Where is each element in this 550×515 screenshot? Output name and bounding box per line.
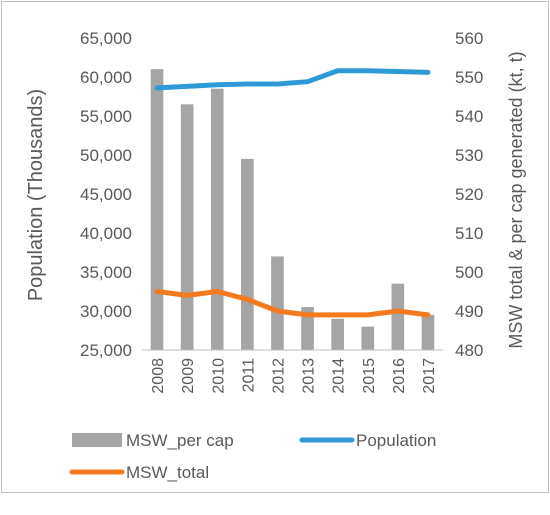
bar-msw-per-cap-2017 bbox=[421, 314, 435, 350]
bar-msw-per-cap-2012 bbox=[271, 256, 284, 350]
line-population bbox=[154, 68, 431, 91]
y-tick-left-label: 50,000 bbox=[80, 146, 132, 165]
y-tick-right-label: 510 bbox=[455, 224, 483, 243]
x-tick-label: 2017 bbox=[421, 358, 438, 394]
x-tick-label: 2013 bbox=[301, 358, 318, 394]
y-tick-right-label: 550 bbox=[455, 68, 483, 87]
bar-msw-per-cap-2013 bbox=[301, 307, 314, 350]
y-tick-left-label: 55,000 bbox=[80, 107, 132, 126]
y-axis-left-label: Population (Thousands) bbox=[25, 89, 47, 301]
x-tick-label: 2015 bbox=[361, 358, 378, 394]
x-tick-label: 2016 bbox=[391, 358, 408, 394]
legend-label-msw-per-cap: MSW_per cap bbox=[126, 431, 234, 450]
bar-msw-per-cap-2015 bbox=[361, 326, 375, 350]
line-msw-total bbox=[154, 289, 431, 318]
x-tick-label: 2012 bbox=[270, 358, 287, 394]
y-axis-right-label: MSW total & per cap generated (kt, t) bbox=[506, 51, 526, 348]
y-tick-left-label: 60,000 bbox=[80, 68, 132, 87]
y-tick-left-label: 25,000 bbox=[80, 341, 132, 360]
x-tick-label: 2014 bbox=[331, 358, 348, 394]
y-tick-left-label: 30,000 bbox=[80, 302, 132, 321]
bar-msw-per-cap-2009 bbox=[180, 104, 194, 350]
y-tick-right-label: 540 bbox=[455, 107, 483, 126]
bar-msw-per-cap-2008 bbox=[150, 69, 164, 350]
y-tick-right-label: 480 bbox=[455, 341, 483, 360]
legend-label-msw-total: MSW_total bbox=[126, 463, 209, 482]
y-tick-left-label: 65,000 bbox=[80, 29, 132, 48]
legend-label-population: Population bbox=[356, 431, 436, 450]
bar-msw-per-cap-2014 bbox=[331, 318, 344, 350]
bar-msw-per-cap-2016 bbox=[391, 283, 405, 350]
x-tick-label: 2010 bbox=[210, 358, 227, 394]
bar-msw-per-cap-2010 bbox=[210, 88, 224, 350]
legend-swatch-msw-per-cap bbox=[72, 433, 122, 447]
x-tick-label: 2011 bbox=[240, 358, 257, 393]
y-tick-right-label: 520 bbox=[455, 185, 483, 204]
y-tick-left-label: 40,000 bbox=[80, 224, 132, 243]
y-tick-right-label: 490 bbox=[455, 302, 483, 321]
y-tick-left-label: 45,000 bbox=[80, 185, 132, 204]
legend: MSW_per cap Population MSW_total bbox=[69, 431, 436, 482]
y-tick-right-label: 560 bbox=[455, 29, 483, 48]
x-tick-label: 2009 bbox=[180, 358, 197, 394]
bar-msw-per-cap-2011 bbox=[241, 158, 254, 350]
y-tick-left-label: 35,000 bbox=[80, 263, 132, 282]
y-tick-right-label: 530 bbox=[455, 146, 483, 165]
y-tick-right-label: 500 bbox=[455, 263, 483, 282]
x-tick-label: 2008 bbox=[150, 358, 167, 394]
